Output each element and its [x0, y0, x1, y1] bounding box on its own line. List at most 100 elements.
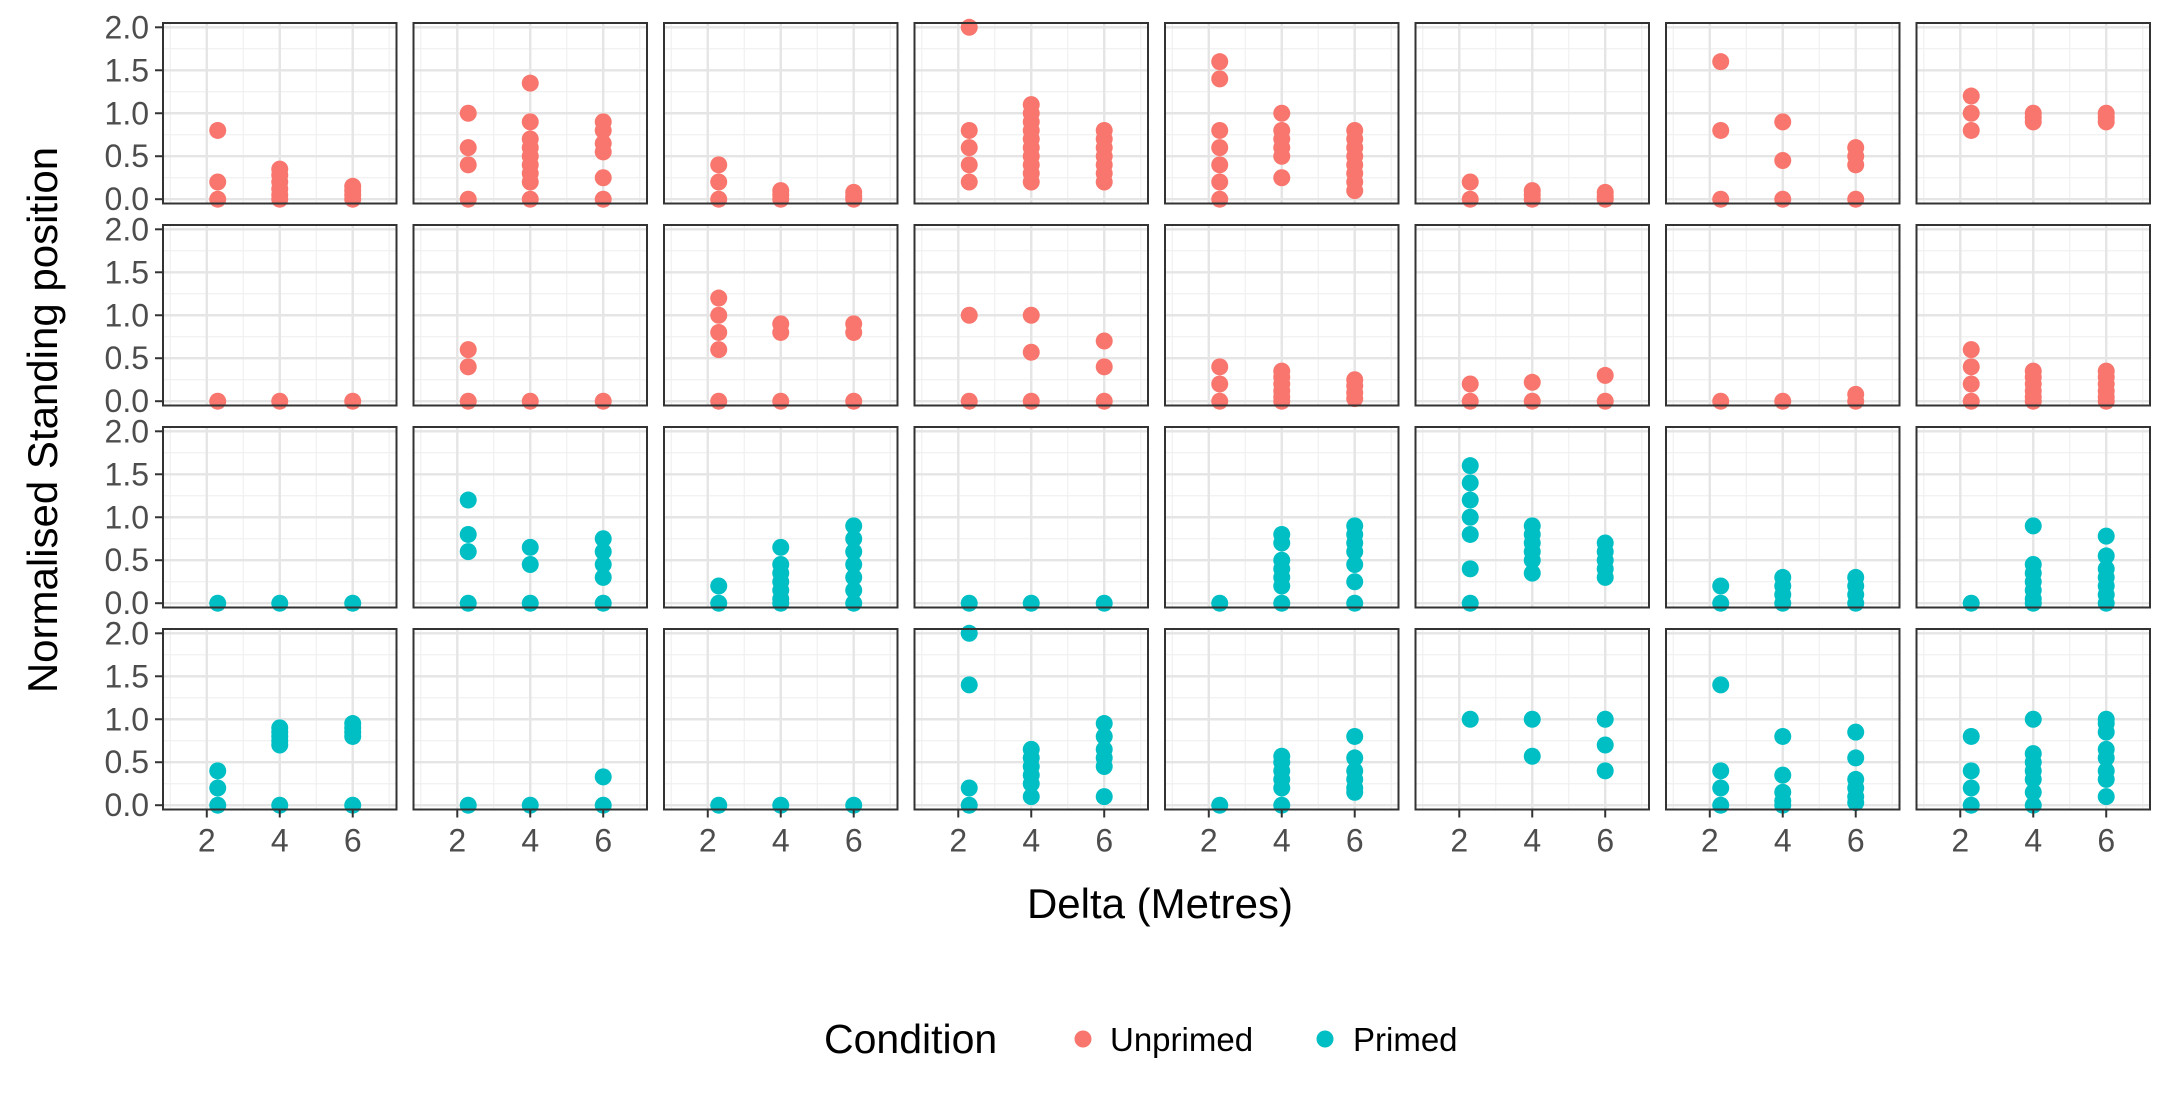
data-point	[1346, 390, 1364, 408]
data-point	[271, 594, 289, 612]
data-point	[1461, 190, 1479, 208]
data-point	[1211, 156, 1229, 174]
data-point	[209, 121, 227, 139]
facet-panel	[1164, 22, 1400, 208]
data-point	[1095, 332, 1113, 350]
data-point	[344, 392, 362, 410]
data-point	[459, 104, 477, 122]
data-point	[594, 543, 612, 561]
x-tick-label: 4	[521, 823, 539, 859]
data-point	[1847, 794, 1865, 812]
data-point	[1523, 710, 1541, 728]
data-point	[2097, 527, 2115, 545]
y-tick-label: 1.0	[105, 701, 149, 737]
data-point	[710, 392, 728, 410]
facet-panel	[1915, 426, 2151, 612]
x-tick-label: 6	[845, 823, 863, 859]
data-point	[1461, 392, 1479, 410]
data-point	[594, 190, 612, 208]
data-point	[1022, 775, 1040, 793]
data-point	[960, 306, 978, 324]
data-point	[1712, 762, 1730, 780]
data-point	[1461, 474, 1479, 492]
facet-panel	[663, 426, 899, 612]
panel-border	[1665, 426, 1901, 609]
facet-panel	[1665, 224, 1901, 410]
data-point	[1774, 766, 1792, 784]
data-point	[1712, 796, 1730, 814]
panel-border	[1915, 426, 2151, 609]
data-point	[1022, 594, 1040, 612]
panel-border	[1164, 426, 1400, 609]
facet-panel	[1414, 628, 1650, 811]
data-point	[459, 156, 477, 174]
data-point	[1211, 173, 1229, 191]
data-point	[344, 594, 362, 612]
data-point	[1211, 190, 1229, 208]
data-point	[1273, 594, 1291, 612]
data-point	[271, 190, 289, 208]
y-tick-label: 2.0	[105, 211, 149, 247]
y-tick-label: 1.0	[105, 95, 149, 131]
data-point	[1211, 53, 1229, 71]
data-point	[459, 594, 477, 612]
data-point	[1346, 543, 1364, 561]
data-point	[1712, 577, 1730, 595]
data-point	[960, 121, 978, 139]
data-point	[521, 392, 539, 410]
data-point	[1095, 715, 1113, 733]
data-point	[960, 156, 978, 174]
data-point	[1346, 749, 1364, 767]
x-tick-label: 4	[772, 823, 790, 859]
panel-border	[913, 22, 1149, 205]
data-point	[960, 796, 978, 814]
data-point	[772, 594, 790, 612]
data-point	[1962, 392, 1980, 410]
y-tick-label: 1.5	[105, 254, 149, 290]
data-point	[594, 768, 612, 786]
data-point	[209, 392, 227, 410]
data-point	[960, 18, 978, 36]
data-point	[1022, 306, 1040, 324]
data-point	[960, 173, 978, 191]
data-point	[845, 323, 863, 341]
data-point	[2024, 392, 2042, 410]
panel-border	[663, 22, 899, 205]
x-tick-label: 6	[1095, 823, 1113, 859]
y-axis-title: Normalised Standing position	[19, 147, 66, 693]
y-tick-label: 0.0	[105, 585, 149, 621]
facet-panel	[663, 628, 899, 814]
legend-key-primed	[1316, 1030, 1334, 1048]
data-point	[845, 392, 863, 410]
data-point	[594, 169, 612, 187]
data-point	[521, 173, 539, 191]
data-point	[1095, 788, 1113, 806]
data-point	[1847, 723, 1865, 741]
data-point	[710, 289, 728, 307]
data-point	[710, 796, 728, 814]
data-point	[271, 736, 289, 754]
panel-border	[1915, 224, 2151, 407]
data-point	[459, 543, 477, 561]
data-point	[960, 779, 978, 797]
data-point	[1962, 121, 1980, 139]
facet-panel	[1915, 224, 2151, 410]
facet-panel	[1665, 426, 1901, 612]
facet-panel	[412, 22, 648, 208]
x-tick-label: 6	[344, 823, 362, 859]
x-tick-label: 2	[1200, 823, 1218, 859]
facet-panel	[1414, 22, 1650, 208]
data-point	[1596, 392, 1614, 410]
data-point	[1596, 366, 1614, 384]
data-point	[1273, 577, 1291, 595]
data-point	[1847, 190, 1865, 208]
y-tick-label: 2.0	[105, 615, 149, 651]
data-point	[1461, 375, 1479, 393]
data-point	[1346, 594, 1364, 612]
x-tick-label: 4	[1022, 823, 1040, 859]
data-point	[1712, 190, 1730, 208]
facet-panel	[1665, 628, 1901, 814]
data-point	[1211, 139, 1229, 157]
data-point	[1712, 594, 1730, 612]
data-point	[1022, 392, 1040, 410]
